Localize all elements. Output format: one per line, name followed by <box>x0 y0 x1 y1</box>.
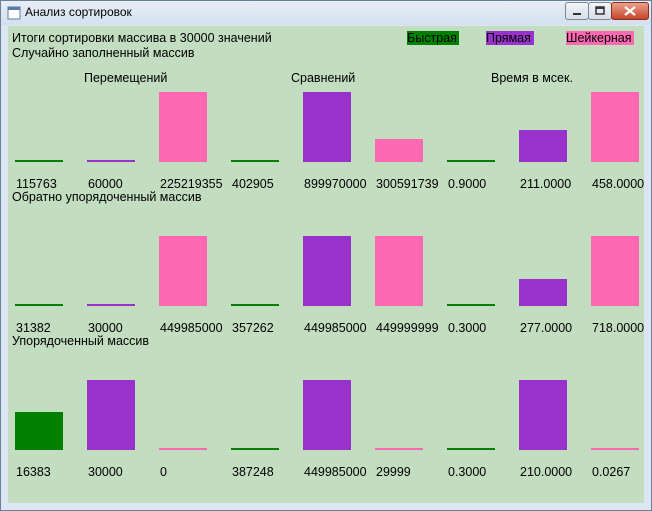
legend-label-direct: Прямая <box>486 31 531 45</box>
bar-value-label: 0 <box>160 465 167 479</box>
bar-value-label: 449999999 <box>376 321 439 335</box>
chart-bar <box>375 448 423 450</box>
bar-value-label: 357262 <box>232 321 274 335</box>
chart-bar <box>87 160 135 162</box>
chart-bar <box>303 236 351 306</box>
bar-value-label: 449985000 <box>304 465 367 479</box>
chart-bar <box>231 448 279 450</box>
chart-bar <box>159 236 207 306</box>
chart-bar <box>15 304 63 306</box>
bar-value-label: 387248 <box>232 465 274 479</box>
maximize-icon <box>595 6 605 15</box>
window-title: Анализ сортировок <box>25 5 132 19</box>
chart-bar <box>231 304 279 306</box>
bar-value-label: 0.9000 <box>448 177 487 191</box>
maximize-button[interactable] <box>588 2 612 20</box>
app-icon <box>7 6 21 20</box>
bar-value-label: 277.0000 <box>520 321 573 335</box>
column-label-comparisons: Сравнений <box>291 71 356 85</box>
chart-bar <box>231 160 279 162</box>
bar-value-label: 210.0000 <box>520 465 573 479</box>
chart-panel: Итоги сортировки массива в 30000 значени… <box>8 26 644 503</box>
bar-value-label: 0.0267 <box>592 465 631 479</box>
bar-value-label: 0.3000 <box>448 465 487 479</box>
bar-value-label: 211.0000 <box>520 177 572 191</box>
chart-bar <box>303 92 351 162</box>
chart-bar <box>375 139 423 162</box>
bar-value-label: 30000 <box>88 321 123 335</box>
title-bar[interactable]: Анализ сортировок <box>1 1 651 25</box>
summary-label: Итоги сортировки массива в 30000 значени… <box>12 31 272 45</box>
bar-value-label: 31382 <box>16 321 51 335</box>
bar-value-label: 0.3000 <box>448 321 487 335</box>
chart-bar <box>159 448 207 450</box>
column-label-time: Время в мсек. <box>491 71 573 85</box>
close-icon <box>624 6 636 16</box>
section-title: Обратно упорядоченный массив <box>12 190 202 204</box>
bar-value-label: 402905 <box>232 177 274 191</box>
chart-bar <box>591 236 639 306</box>
bar-value-label: 300591739 <box>376 177 439 191</box>
legend-label-quick: Быстрая <box>407 31 457 45</box>
chart-bar <box>303 380 351 450</box>
chart-bar <box>519 130 567 162</box>
chart-bar <box>447 304 495 306</box>
chart-bar <box>447 160 495 162</box>
chart-bar <box>375 236 423 306</box>
section-title: Упорядоченный массив <box>12 334 150 348</box>
chart-bar <box>87 380 135 450</box>
bar-value-label: 718.0000 <box>592 321 644 335</box>
bar-value-label: 30000 <box>88 465 123 479</box>
chart-bar <box>159 92 207 162</box>
chart-bar <box>15 160 63 162</box>
bar-value-label: 458.0000 <box>592 177 644 191</box>
legend-label-shaker: Шейкерная <box>566 31 632 45</box>
bar-value-label: 225219355 <box>160 177 223 191</box>
bar-value-label: 115763 <box>16 177 57 191</box>
bar-value-label: 899970000 <box>304 177 367 191</box>
close-button[interactable] <box>611 2 649 20</box>
bar-value-label: 60000 <box>88 177 123 191</box>
legend-swatch-direct <box>486 31 534 45</box>
legend-swatch-quick <box>407 31 459 45</box>
chart-bar <box>15 412 63 450</box>
chart-bar <box>87 304 135 306</box>
bar-value-label: 29999 <box>376 465 411 479</box>
chart-bar <box>519 279 567 306</box>
minimize-button[interactable] <box>565 2 589 20</box>
column-label-moves: Перемещений <box>84 71 168 85</box>
section-title: Случайно заполненный массив <box>12 46 195 60</box>
minimize-icon <box>573 13 581 15</box>
chart-bar <box>591 448 639 450</box>
chart-bar <box>591 92 639 162</box>
bar-value-label: 449985000 <box>160 321 223 335</box>
bar-value-label: 16383 <box>16 465 51 479</box>
legend-swatch-shaker <box>566 31 634 45</box>
bar-value-label: 449985000 <box>304 321 367 335</box>
chart-bar <box>447 448 495 450</box>
chart-bar <box>519 380 567 450</box>
